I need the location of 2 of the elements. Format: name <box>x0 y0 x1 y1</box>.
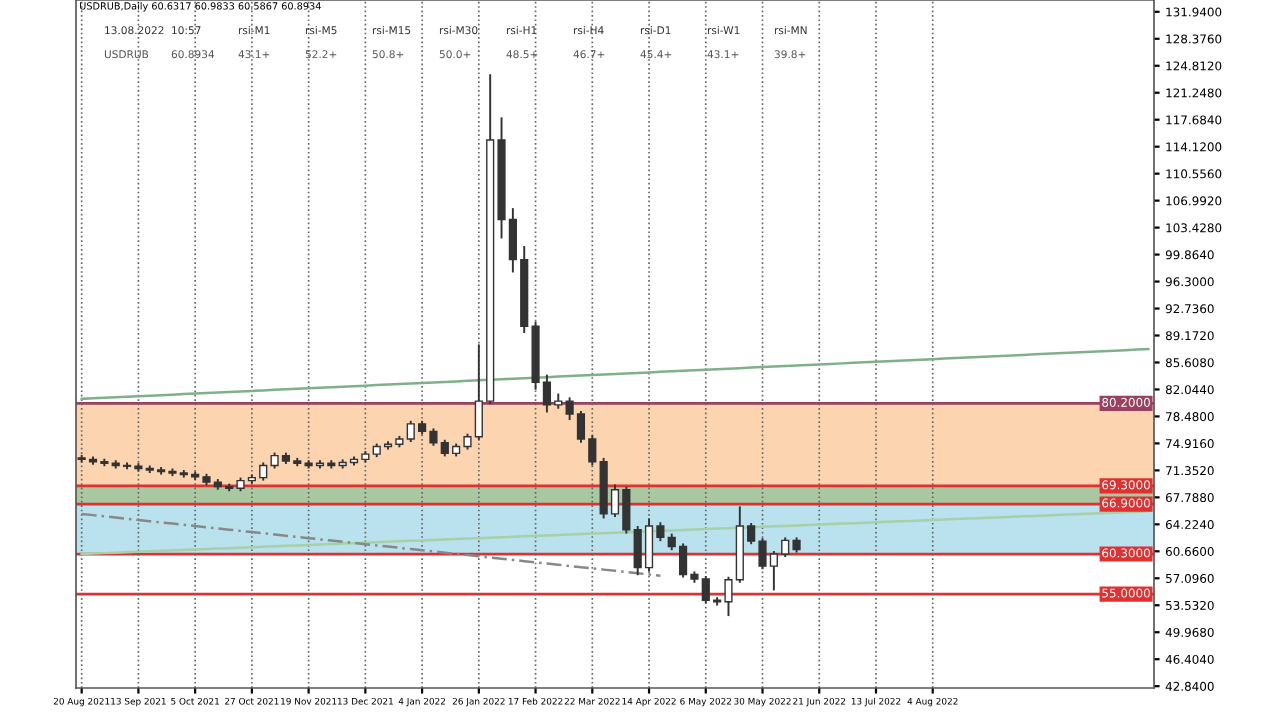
line-series <box>80 512 662 577</box>
line-series <box>80 347 1150 401</box>
